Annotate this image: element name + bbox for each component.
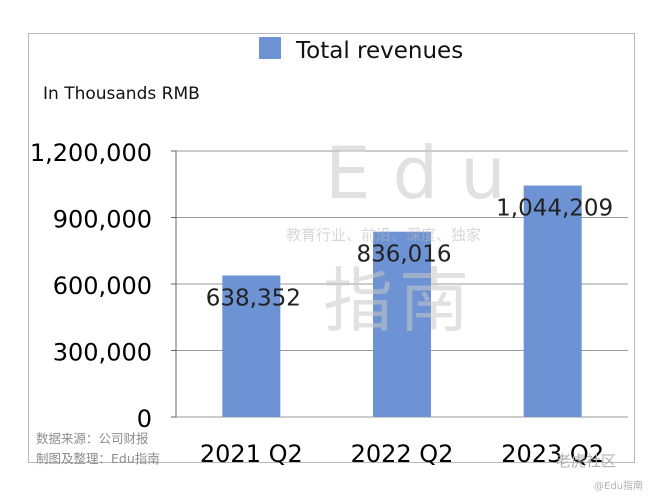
labels: 0 300,000 600,000 900,000 1,200,000 2021 Q2 63… [30,139,613,468]
community-watermark: 老虎社区 [556,452,617,470]
legend-label: Total revenues [295,38,463,64]
watermark-tagline: 教育行业、前沿、深度、独家 [286,226,481,244]
watermark: Edu 教育行业、前沿、深度、独家 指南 [286,131,528,342]
axes [171,150,177,418]
handle-watermark: @Edu指南 [594,481,644,492]
chart-frame [28,33,635,463]
x-tick-label: 2022 Q2 [351,440,454,468]
bars [222,185,582,417]
y-tick-label: 0 [137,405,152,433]
bar [523,185,582,417]
source-line-1: 数据来源：公司财报 [36,431,149,446]
watermark-chinese-name: 指南 [323,260,475,342]
y-tick-label: 600,000 [53,272,152,300]
data-label: 638,352 [206,285,301,311]
y-tick-label: 900,000 [53,206,152,234]
bar [222,275,281,417]
watermark-brand: Edu [325,131,528,215]
legend-swatch [259,37,281,59]
data-label: 836,016 [356,242,451,268]
unit-label: In Thousands RMB [43,84,200,104]
y-tick-label: 1,200,000 [30,139,152,167]
bar [373,231,431,417]
data-label: 1,044,209 [496,196,613,222]
source-line-2: 制图及整理：Edu指南 [36,451,160,466]
x-tick-label: 2021 Q2 [200,440,303,468]
y-tick-label: 300,000 [53,339,152,367]
x-tick-label: 2023 Q2 [501,440,604,468]
